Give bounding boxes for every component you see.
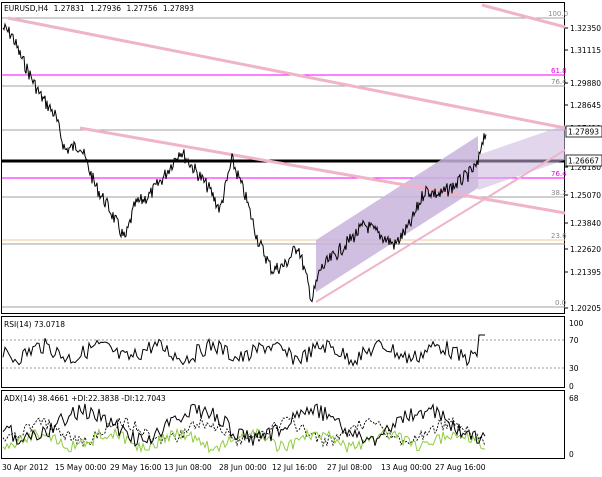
rsi-level-100: 100 [569,319,584,328]
rsi-level-70: 70 [569,336,579,345]
fib-764-label: 76.4 [551,78,567,86]
rsi-title: RSI(14) 73.0718 [4,320,65,329]
time-tick-label: 30 Apr 2012 [2,463,49,472]
symbol-open: 1.27831 [54,4,85,13]
level-price-box [565,154,602,167]
time-axis: 30 Apr 2012 15 May 00:00 29 May 16:00 13 Ju… [2,463,486,472]
time-tick-label: 13 Aug 00:00 [381,463,432,472]
time-tick-label: 13 Jun 08:00 [164,463,212,472]
rsi-line [2,334,485,367]
current-price-label: 1.27893 [568,128,599,137]
regression-channel[interactable] [316,136,478,292]
symbol-high: 1.27936 [90,4,121,13]
price-tick-label: 1.21395 [570,268,601,277]
price-series-line [2,22,487,303]
adx-title: ADX(14) 38.4661 +DI:22.3838 -DI:12.7043 [4,394,166,403]
adx-level-68: 68 [569,394,579,403]
price-tick-label: 1.31115 [570,46,601,55]
rsi-level-0: 0 [569,382,574,391]
fib-100-label: 100.0 [548,10,568,18]
price-axis: 1.323501.311151.298801.286451.274101.261… [565,24,601,313]
fib-0-label: 0.0 [555,299,566,307]
adx-main-line [2,403,486,447]
time-tick-label: 27 Aug 16:00 [435,463,486,472]
fib-382-label: 38.2 [551,189,567,197]
time-tick-label: 12 Jul 16:00 [272,463,317,472]
price-tick-label: 1.29880 [570,79,601,88]
price-tick-label: 1.26180 [570,163,601,172]
time-tick-label: 29 May 16:00 [110,463,162,472]
price-tick-label: 1.32350 [570,24,601,33]
current-price-box [565,125,602,138]
symbol-name: EURUSD,H4 [4,4,48,13]
adx-level-0: 0 [569,450,574,459]
rsi-panel-frame [1,316,565,388]
fib-764b-label: 76.4 [551,170,567,178]
price-tick-label: 1.23840 [570,219,601,228]
time-tick-label: 28 Jun 00:00 [219,463,267,472]
price-tick-label: 1.25070 [570,191,601,200]
symbol-header: EURUSD,H4 1.27831 1.27936 1.27756 1.2789… [4,4,194,13]
level-price-label: 1.26667 [568,157,599,166]
fib-618-label: 61.8 [551,67,567,75]
adx-panel-frame [1,390,565,459]
time-tick-label: 27 Jul 08:00 [327,463,372,472]
rsi-level-30: 30 [569,364,579,373]
price-tick-label: 1.22620 [570,245,601,254]
trend-lines[interactable] [7,3,566,303]
channel-extension [478,125,565,190]
price-tick-label: 1.28645 [570,101,601,110]
price-tick-label: 1.20205 [570,304,601,313]
fib-236-label: 23.6 [551,232,567,240]
symbol-low: 1.27756 [126,4,157,13]
symbol-close: 1.27893 [163,4,194,13]
time-tick-label: 15 May 00:00 [55,463,107,472]
